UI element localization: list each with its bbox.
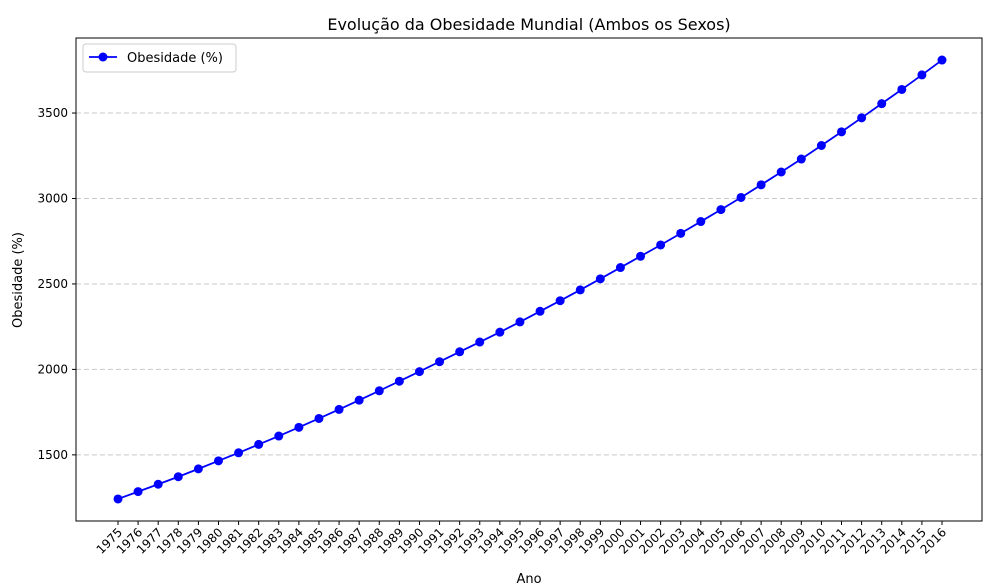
data-point (354, 395, 364, 405)
data-point (736, 192, 746, 202)
data-point (435, 357, 445, 367)
y-tick-label: 1500 (37, 448, 68, 462)
data-point (455, 347, 465, 357)
data-point (394, 376, 404, 386)
data-point (917, 70, 927, 80)
data-point (254, 439, 264, 449)
data-point (615, 263, 625, 273)
data-point (374, 386, 384, 396)
legend-box (82, 43, 237, 73)
data-point (837, 127, 847, 137)
data-point (133, 487, 143, 497)
data-point (414, 367, 424, 377)
data-point (857, 113, 867, 123)
data-point (274, 431, 284, 441)
data-point (173, 472, 183, 482)
data-point (193, 464, 203, 474)
data-point (475, 337, 485, 347)
data-point (636, 251, 646, 261)
data-point (897, 84, 907, 94)
legend-marker-swatch (98, 52, 108, 62)
chart-title: Evolução da Obesidade Mundial (Ambos os … (327, 15, 730, 34)
data-point (535, 306, 545, 316)
data-series (113, 55, 947, 504)
y-tick-label: 2000 (37, 362, 68, 376)
grid-lines (76, 112, 982, 456)
y-tick-label: 3000 (37, 191, 68, 205)
data-point (656, 240, 666, 250)
x-axis-label: Ano (516, 572, 541, 587)
data-point (213, 456, 223, 466)
plot-area-frame (75, 37, 983, 522)
data-point (595, 274, 605, 284)
data-point (153, 479, 163, 489)
data-point (877, 99, 887, 109)
y-axis: 1500 2000 2500 3000 3500 (37, 106, 76, 462)
data-point (696, 217, 706, 227)
data-point (294, 422, 304, 432)
y-axis-label: Obesidade (%) (11, 232, 26, 328)
data-point (314, 413, 324, 423)
y-tick-label: 2500 (37, 277, 68, 291)
data-point (756, 180, 766, 190)
data-point (716, 205, 726, 215)
y-tick-label: 3500 (37, 106, 68, 120)
data-point (816, 141, 826, 151)
data-point (495, 327, 505, 337)
data-point (676, 228, 686, 238)
data-point (234, 448, 244, 458)
legend-label: Obesidade (%) (127, 51, 223, 66)
data-point (334, 404, 344, 414)
legend: Obesidade (%) (82, 43, 237, 73)
data-point (796, 154, 806, 164)
data-point (555, 296, 565, 306)
data-point (575, 285, 585, 295)
data-point (113, 494, 123, 504)
data-point (776, 167, 786, 177)
data-point (515, 317, 525, 327)
data-point (937, 55, 947, 65)
